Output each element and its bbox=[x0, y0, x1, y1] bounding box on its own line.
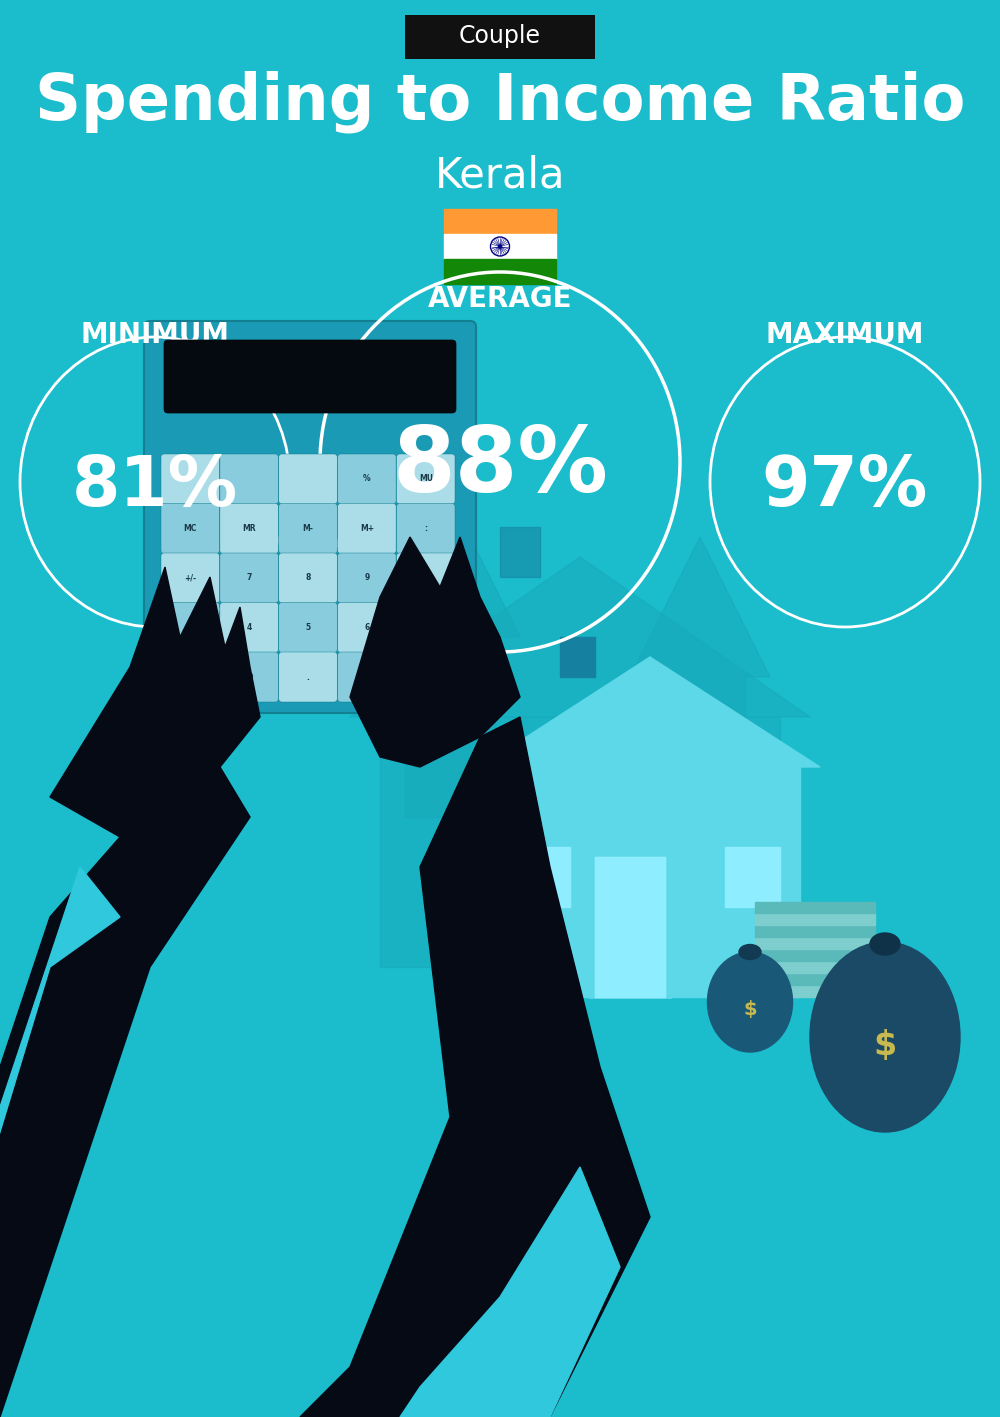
Polygon shape bbox=[350, 557, 810, 717]
FancyBboxPatch shape bbox=[338, 553, 396, 604]
FancyBboxPatch shape bbox=[279, 503, 337, 554]
Bar bbox=[655, 677, 745, 867]
Text: 88%: 88% bbox=[392, 424, 608, 512]
FancyBboxPatch shape bbox=[164, 340, 456, 412]
Bar bbox=[444, 259, 556, 283]
Text: :: : bbox=[424, 524, 427, 533]
FancyBboxPatch shape bbox=[161, 602, 219, 652]
Text: 6: 6 bbox=[364, 623, 370, 632]
FancyBboxPatch shape bbox=[279, 553, 337, 604]
Text: MINIMUM: MINIMUM bbox=[80, 322, 230, 349]
Polygon shape bbox=[630, 537, 770, 677]
Text: C/A: C/A bbox=[183, 673, 197, 682]
Bar bbox=[380, 717, 780, 966]
Bar bbox=[755, 925, 875, 937]
Bar bbox=[405, 638, 495, 818]
Text: 5: 5 bbox=[305, 623, 311, 632]
Text: -: - bbox=[424, 623, 427, 632]
Polygon shape bbox=[300, 717, 650, 1417]
Bar bbox=[595, 857, 665, 998]
Text: AVERAGE: AVERAGE bbox=[428, 285, 572, 313]
Ellipse shape bbox=[708, 952, 792, 1051]
Bar bbox=[500, 767, 800, 998]
FancyBboxPatch shape bbox=[161, 503, 219, 554]
Bar bbox=[560, 638, 595, 677]
Polygon shape bbox=[0, 867, 120, 1297]
Text: Couple: Couple bbox=[459, 24, 541, 48]
Text: Spending to Income Ratio: Spending to Income Ratio bbox=[35, 71, 965, 133]
Bar bbox=[755, 949, 875, 961]
FancyBboxPatch shape bbox=[397, 602, 455, 652]
Bar bbox=[725, 847, 780, 907]
Bar bbox=[590, 852, 670, 998]
FancyBboxPatch shape bbox=[144, 322, 476, 713]
Ellipse shape bbox=[739, 945, 761, 959]
FancyBboxPatch shape bbox=[279, 602, 337, 652]
Text: M+: M+ bbox=[360, 524, 374, 533]
Bar bbox=[755, 914, 875, 925]
FancyBboxPatch shape bbox=[397, 503, 455, 554]
FancyBboxPatch shape bbox=[279, 652, 337, 701]
Bar bbox=[755, 986, 875, 998]
Text: .: . bbox=[307, 673, 309, 682]
Text: 97%: 97% bbox=[762, 453, 928, 520]
FancyBboxPatch shape bbox=[338, 503, 396, 554]
Text: 4: 4 bbox=[246, 623, 252, 632]
FancyBboxPatch shape bbox=[220, 503, 278, 554]
FancyBboxPatch shape bbox=[397, 453, 455, 504]
Ellipse shape bbox=[870, 932, 900, 955]
FancyBboxPatch shape bbox=[397, 553, 455, 604]
Polygon shape bbox=[350, 537, 520, 767]
Text: MR: MR bbox=[242, 524, 256, 533]
FancyBboxPatch shape bbox=[220, 553, 278, 604]
FancyBboxPatch shape bbox=[279, 453, 337, 504]
Bar bbox=[444, 234, 556, 259]
Text: MAXIMUM: MAXIMUM bbox=[766, 322, 924, 349]
Bar bbox=[500, 527, 540, 577]
Bar bbox=[515, 847, 570, 907]
Text: MC: MC bbox=[184, 524, 197, 533]
Text: M-: M- bbox=[303, 524, 313, 533]
Text: 00: 00 bbox=[244, 673, 254, 682]
FancyBboxPatch shape bbox=[161, 652, 219, 701]
Text: $: $ bbox=[873, 1029, 897, 1061]
Bar bbox=[755, 903, 875, 913]
Text: %: % bbox=[363, 475, 371, 483]
Bar bbox=[444, 208, 556, 234]
Bar bbox=[755, 962, 875, 973]
Bar bbox=[755, 938, 875, 949]
FancyBboxPatch shape bbox=[397, 652, 455, 701]
Text: 7: 7 bbox=[246, 574, 252, 582]
FancyBboxPatch shape bbox=[161, 553, 219, 604]
Bar bbox=[755, 973, 875, 985]
Text: ►: ► bbox=[187, 623, 193, 632]
FancyBboxPatch shape bbox=[220, 652, 278, 701]
Text: Kerala: Kerala bbox=[435, 154, 565, 196]
Bar bbox=[595, 857, 665, 998]
Text: MU: MU bbox=[419, 475, 433, 483]
FancyBboxPatch shape bbox=[405, 16, 595, 60]
Text: $: $ bbox=[743, 999, 757, 1019]
FancyBboxPatch shape bbox=[220, 453, 278, 504]
Text: 9: 9 bbox=[364, 574, 370, 582]
Ellipse shape bbox=[810, 942, 960, 1132]
Text: +: + bbox=[423, 673, 429, 682]
Polygon shape bbox=[380, 497, 520, 638]
FancyBboxPatch shape bbox=[338, 453, 396, 504]
FancyBboxPatch shape bbox=[220, 602, 278, 652]
Polygon shape bbox=[400, 1168, 620, 1417]
Polygon shape bbox=[480, 657, 820, 767]
Text: x: x bbox=[423, 574, 428, 582]
Polygon shape bbox=[50, 567, 260, 837]
Text: 81%: 81% bbox=[72, 453, 238, 520]
Polygon shape bbox=[0, 767, 250, 1417]
Text: 0: 0 bbox=[364, 673, 370, 682]
FancyBboxPatch shape bbox=[338, 602, 396, 652]
Circle shape bbox=[498, 245, 502, 248]
FancyBboxPatch shape bbox=[338, 652, 396, 701]
Text: +/-: +/- bbox=[184, 574, 196, 582]
Text: 8: 8 bbox=[305, 574, 311, 582]
FancyBboxPatch shape bbox=[161, 453, 219, 504]
